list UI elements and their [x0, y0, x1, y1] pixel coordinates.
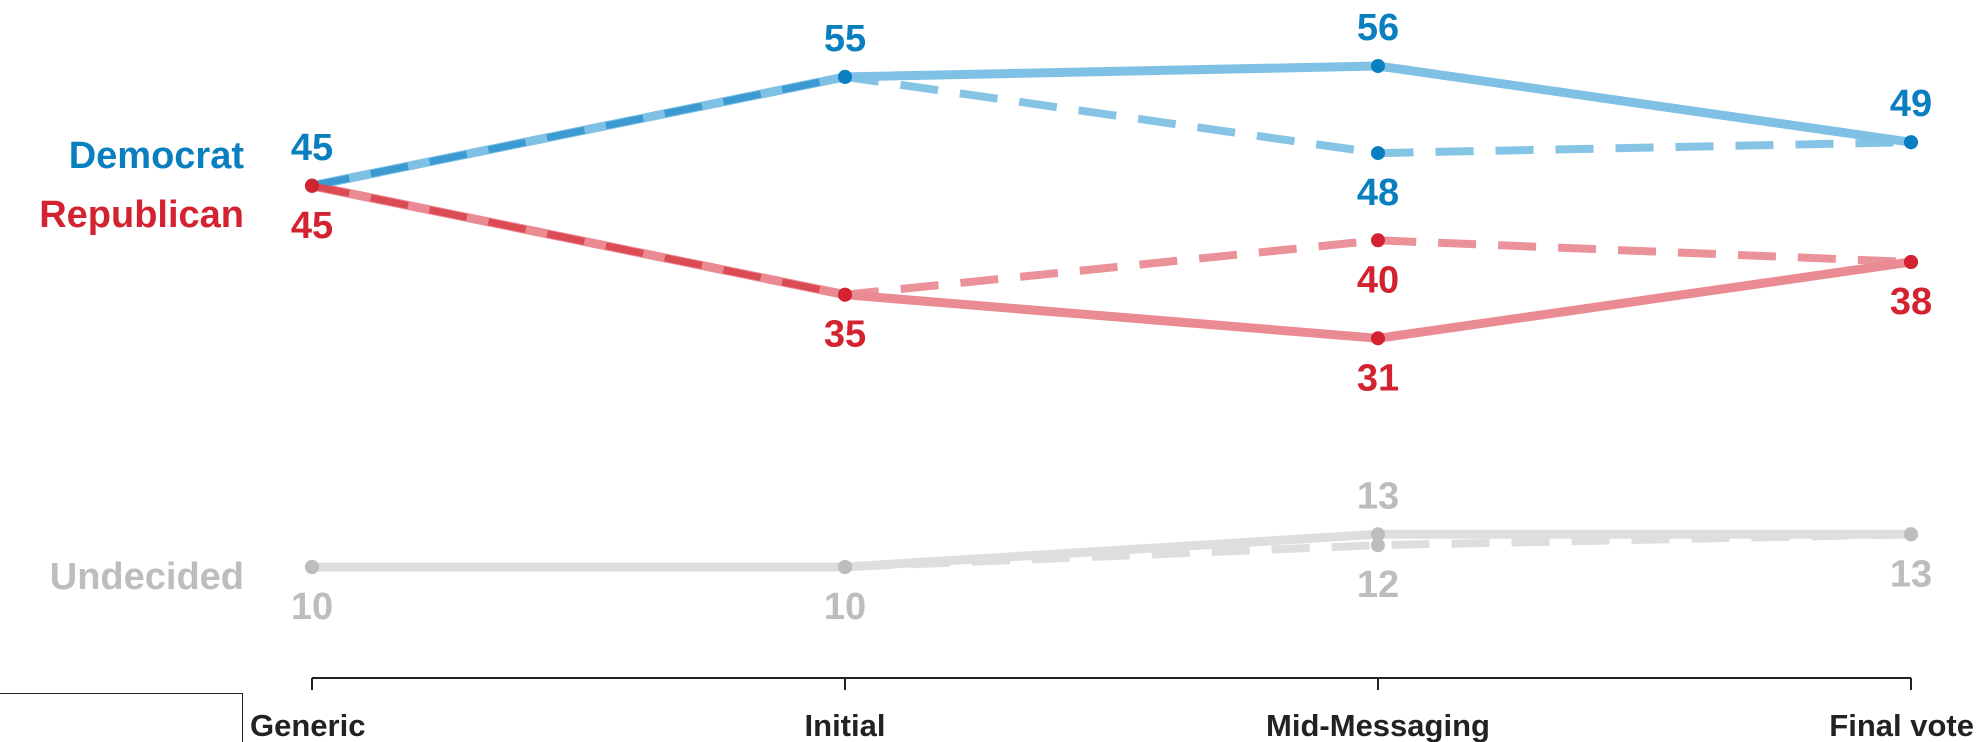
data-label: 49: [1890, 83, 1932, 125]
series-line-0: [311, 61, 1912, 191]
series-line-5: [312, 530, 1912, 571]
data-point: [1904, 255, 1918, 269]
data-point: [1371, 527, 1385, 542]
data-point: [1904, 135, 1918, 150]
x-tick-label: Final vote: [1829, 708, 1974, 742]
data-label: 13: [1357, 475, 1399, 517]
x-tick-label: Mid-Messaging: [1266, 708, 1490, 742]
data-label: 10: [291, 586, 333, 628]
data-label: 10: [824, 586, 866, 628]
data-label: 12: [1357, 564, 1399, 606]
data-label: 40: [1357, 259, 1399, 301]
data-point: [838, 69, 852, 84]
data-label: 55: [824, 18, 866, 60]
x-axis: Generic Initial Mid-Messaging Final vote: [250, 677, 1974, 742]
data-point: [1371, 538, 1385, 553]
series-name-label: Democrat: [69, 135, 245, 177]
data-labels: 45 55 56 49 48 45 35 31 38 40 10 10 13 13 12: [291, 7, 1932, 628]
corner-frame: [0, 693, 243, 742]
data-point: [1371, 146, 1385, 161]
series-line-3-overlay: [311, 182, 846, 299]
data-point: [1904, 527, 1918, 542]
series-name-label: Undecided: [50, 556, 244, 598]
data-label: 45: [291, 127, 333, 169]
data-label: 56: [1357, 7, 1399, 49]
data-label: 38: [1890, 281, 1932, 323]
data-point: [1371, 59, 1385, 73]
data-point: [838, 560, 852, 574]
data-label: 45: [291, 205, 333, 247]
data-label: 35: [824, 314, 866, 356]
data-point: [1371, 331, 1385, 346]
series-line-1: [311, 72, 1912, 190]
data-label: 13: [1890, 553, 1932, 595]
series-points: [305, 59, 1918, 574]
data-point: [838, 287, 852, 302]
data-label: 31: [1357, 357, 1399, 399]
data-label: 48: [1357, 172, 1399, 214]
series-line-4: [312, 529, 1911, 572]
series-lines: [311, 61, 1912, 572]
series-line-1-overlay: [311, 73, 846, 190]
data-point: [1371, 233, 1385, 248]
x-tick-label: Generic: [250, 708, 365, 742]
data-point: [305, 178, 319, 193]
data-point: [305, 560, 319, 574]
series-line-2: [311, 181, 1912, 343]
series-names: Democrat Republican Undecided: [39, 135, 244, 598]
x-tick-label: Initial: [805, 708, 886, 742]
series-line-3: [311, 181, 1912, 299]
series-name-label: Republican: [39, 194, 244, 236]
